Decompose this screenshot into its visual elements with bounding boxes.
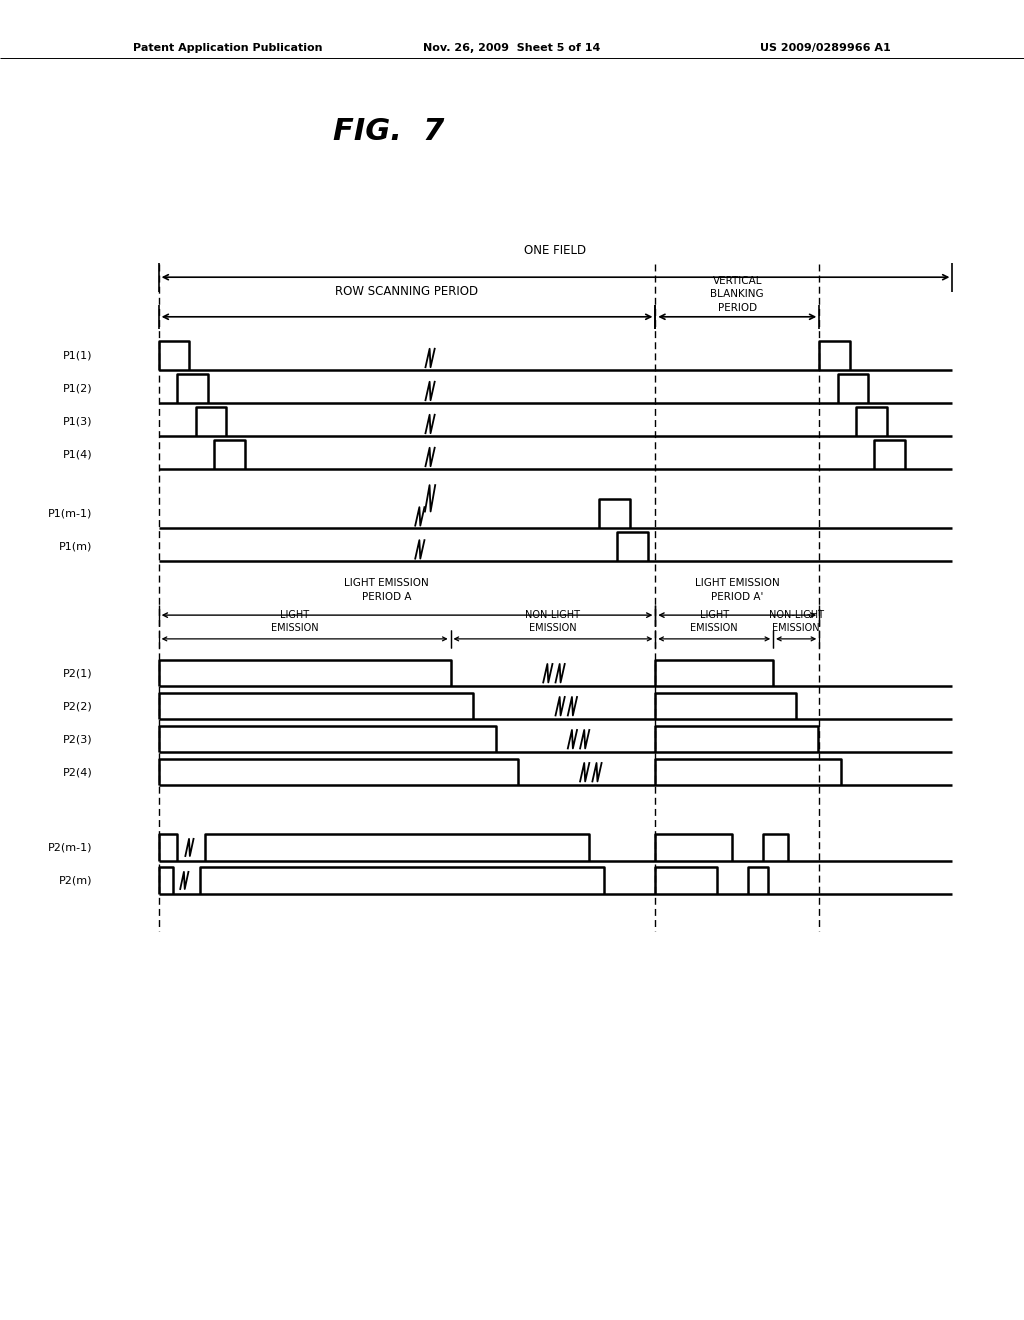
Text: LIGHT EMISSION: LIGHT EMISSION [695,578,779,589]
Text: P2(m-1): P2(m-1) [48,842,92,853]
Text: NON-LIGHT: NON-LIGHT [525,610,581,620]
Text: US 2009/0289966 A1: US 2009/0289966 A1 [760,42,891,53]
Text: P1(4): P1(4) [62,449,92,459]
Text: ONE FIELD: ONE FIELD [524,244,587,257]
Text: P1(m): P1(m) [58,541,92,552]
Text: P2(3): P2(3) [62,734,92,744]
Text: NON-LIGHT: NON-LIGHT [769,610,823,620]
Text: P1(m-1): P1(m-1) [48,508,92,519]
Text: VERTICAL: VERTICAL [713,276,762,286]
Text: P2(1): P2(1) [62,668,92,678]
Text: ROW SCANNING PERIOD: ROW SCANNING PERIOD [336,285,478,298]
Text: LIGHT EMISSION: LIGHT EMISSION [344,578,429,589]
Text: FIG.  7: FIG. 7 [334,117,444,147]
Text: PERIOD: PERIOD [718,302,757,313]
Text: P1(2): P1(2) [62,383,92,393]
Text: PERIOD A: PERIOD A [361,591,412,602]
Text: Nov. 26, 2009  Sheet 5 of 14: Nov. 26, 2009 Sheet 5 of 14 [423,42,601,53]
Text: EMISSION: EMISSION [690,623,738,634]
Text: P2(2): P2(2) [62,701,92,711]
Text: P1(1): P1(1) [62,350,92,360]
Text: P2(4): P2(4) [62,767,92,777]
Text: P1(3): P1(3) [62,416,92,426]
Text: P2(m): P2(m) [58,875,92,886]
Text: BLANKING: BLANKING [711,289,764,300]
Text: EMISSION: EMISSION [270,623,318,634]
Text: Patent Application Publication: Patent Application Publication [133,42,323,53]
Text: EMISSION: EMISSION [529,623,577,634]
Text: EMISSION: EMISSION [772,623,820,634]
Text: PERIOD A': PERIOD A' [711,591,764,602]
Text: LIGHT: LIGHT [280,610,309,620]
Text: LIGHT: LIGHT [699,610,729,620]
